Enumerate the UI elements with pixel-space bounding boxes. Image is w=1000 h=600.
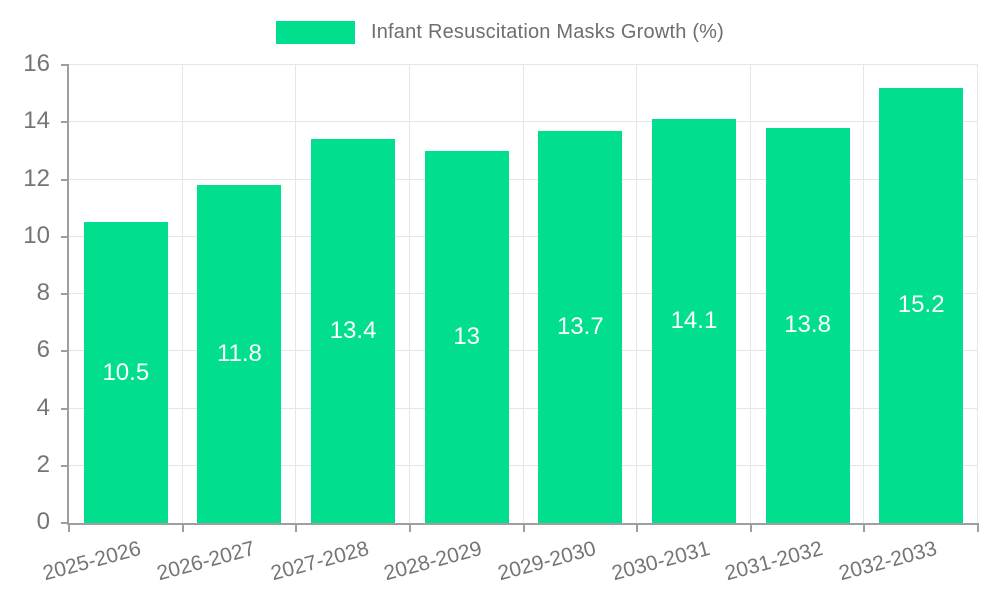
x-tick-mark [636, 523, 639, 532]
gridline-horizontal [69, 64, 978, 65]
bar-value-label: 13 [453, 322, 481, 350]
gridline-vertical [977, 65, 978, 523]
bar: 13.8 [765, 127, 850, 523]
bar-value-label: 13.8 [784, 311, 831, 339]
y-tick-label: 10 [23, 221, 50, 249]
x-tick-mark [863, 523, 866, 532]
x-axis-line [67, 523, 978, 525]
bar: 13 [424, 150, 509, 523]
x-tick-mark [295, 523, 298, 532]
legend-swatch [275, 20, 355, 44]
x-tick-mark [522, 523, 525, 532]
y-tick-label: 16 [23, 50, 50, 77]
gridline-vertical [522, 65, 524, 523]
gridline-horizontal [69, 464, 978, 466]
x-tick-label: 2029-2030 [495, 537, 599, 586]
bar: 10.5 [83, 222, 168, 523]
y-tick-mark [61, 293, 69, 295]
bar-value-label: 13.7 [556, 312, 604, 340]
gridline-vertical [863, 65, 865, 523]
x-tick-mark [977, 523, 979, 532]
y-axis-line [67, 65, 69, 525]
y-tick-mark [61, 464, 69, 467]
y-tick-mark [61, 350, 69, 353]
bar-value-label: 11.8 [216, 340, 262, 368]
x-tick-label: 2032-2033 [836, 537, 940, 586]
y-tick-label: 4 [36, 393, 50, 421]
y-tick-mark [61, 235, 69, 238]
gridline-vertical [749, 65, 751, 523]
gridline-vertical [636, 65, 638, 523]
y-tick-label: 0 [36, 508, 50, 535]
x-tick-label: 2028-2029 [381, 537, 485, 586]
bar-value-label: 15.2 [897, 291, 945, 319]
y-tick-label: 2 [36, 450, 50, 478]
x-tick-mark [749, 523, 752, 532]
legend-label: Infant Resuscitation Masks Growth (%) [370, 20, 725, 43]
y-tick-label: 8 [36, 279, 50, 306]
x-tick-mark [68, 523, 70, 532]
bar: 13.4 [311, 139, 396, 523]
y-tick-mark [61, 121, 69, 124]
x-tick-label: 2030-2031 [608, 537, 712, 586]
bar-value-label: 14.1 [670, 307, 718, 335]
y-tick-label: 6 [36, 336, 50, 364]
gridline-horizontal [69, 178, 978, 180]
x-tick-mark [408, 523, 411, 532]
gridline-horizontal [69, 350, 978, 352]
x-tick-label: 2031-2032 [722, 537, 826, 586]
x-tick-mark [181, 523, 184, 532]
y-tick-mark [61, 178, 69, 181]
bar: 11.8 [197, 185, 282, 523]
x-tick-label: 2025-2026 [40, 537, 144, 586]
gridline-vertical [408, 65, 410, 523]
y-tick-label: 14 [23, 107, 50, 135]
legend: Infant Resuscitation Masks Growth (%) [0, 14, 1000, 50]
gridline-vertical [181, 65, 183, 523]
y-tick-mark [61, 407, 69, 410]
gridline-vertical [295, 65, 297, 523]
bar-value-label: 13.4 [329, 317, 377, 345]
bar: 14.1 [651, 119, 736, 523]
x-tick-label: 2027-2028 [268, 537, 372, 586]
gridline-horizontal [69, 235, 978, 237]
gridline-horizontal [69, 407, 978, 409]
gridline-horizontal [69, 293, 978, 294]
bar-value-label: 10.5 [102, 358, 150, 386]
y-tick-label: 12 [23, 164, 50, 192]
gridline-horizontal [69, 121, 978, 123]
bar: 15.2 [879, 87, 964, 523]
y-tick-mark [61, 522, 69, 524]
x-tick-label: 2026-2027 [154, 537, 258, 586]
bar: 13.7 [538, 130, 623, 523]
y-tick-mark [61, 64, 69, 66]
